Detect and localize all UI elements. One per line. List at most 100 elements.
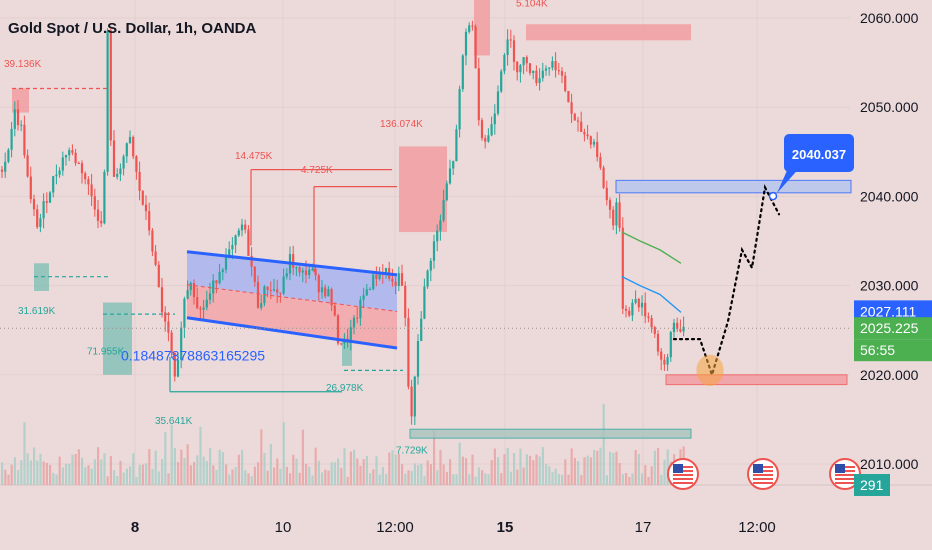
volume-bar: [391, 450, 394, 485]
volume-bar: [218, 449, 221, 485]
candle: [183, 298, 186, 328]
volume-bar: [529, 455, 532, 485]
candle: [464, 31, 468, 56]
volume-bar: [381, 467, 384, 485]
volume-bar: [282, 422, 285, 485]
candle: [336, 315, 340, 344]
volume-bar: [87, 465, 90, 485]
chart-title: Gold Spot / U.S. Dollar, 1h, OANDA: [8, 20, 257, 37]
us-flag-icon: [829, 458, 861, 490]
volume-bar: [71, 454, 74, 485]
candle: [586, 134, 589, 137]
candle: [589, 136, 592, 145]
volume-bar: [481, 470, 484, 485]
volume-label: 35.641K: [155, 416, 193, 427]
candle: [544, 68, 548, 71]
candle: [10, 128, 13, 150]
candle: [116, 174, 119, 177]
candle: [602, 167, 605, 188]
candle: [68, 150, 71, 156]
candle: [160, 287, 164, 313]
candle: [496, 91, 500, 114]
x-tick-label: 8: [131, 519, 139, 536]
volume-bar: [289, 473, 292, 485]
volume-bar: [545, 463, 548, 485]
volume-label: 31.619K: [18, 306, 56, 317]
candle: [471, 25, 474, 27]
candle: [493, 113, 496, 125]
volume-label: 5.104K: [516, 0, 548, 9]
candle: [13, 109, 16, 129]
candle: [669, 332, 672, 358]
volume-bar: [193, 461, 196, 485]
volume-bar: [327, 470, 330, 485]
candle: [362, 295, 365, 300]
volume-bar: [455, 474, 458, 485]
candle: [16, 109, 20, 126]
candle: [349, 327, 352, 342]
volume-bar: [100, 459, 103, 485]
candle: [52, 176, 55, 193]
volume-bars: [1, 403, 685, 485]
candle: [119, 168, 122, 175]
candle: [260, 303, 263, 308]
volume-bar: [253, 466, 256, 485]
volume-bar: [465, 457, 468, 485]
volume-bar: [378, 474, 381, 485]
volume-bar: [657, 447, 660, 485]
candle: [445, 183, 448, 201]
x-tick-label: 15: [497, 519, 514, 536]
volume-bar: [215, 470, 218, 485]
candle: [368, 289, 372, 291]
volume-bar: [487, 474, 490, 485]
volume-bar: [17, 469, 20, 485]
candle: [189, 283, 192, 291]
volume-bar: [644, 465, 647, 485]
candle: [551, 61, 554, 68]
candle: [557, 70, 560, 72]
candle: [112, 140, 116, 177]
volume-bar: [49, 464, 52, 485]
volume-bar: [583, 457, 586, 485]
candle: [324, 287, 327, 297]
candle: [55, 174, 58, 177]
channel-lower-line: [186, 316, 398, 350]
candle: [532, 70, 535, 74]
volume-bar: [39, 453, 42, 485]
volume-bar: [257, 462, 260, 485]
target-circle: [696, 354, 724, 386]
candle: [653, 327, 656, 334]
volume-bar: [4, 469, 7, 485]
candle: [20, 124, 23, 126]
y-tick-label: 2030.000: [860, 278, 919, 294]
candle: [205, 299, 208, 308]
zone-supply: [399, 146, 447, 233]
volume-bar: [311, 475, 314, 485]
volume-bar: [340, 467, 343, 485]
candle: [573, 113, 576, 121]
candle: [87, 179, 90, 185]
volume-bar: [1, 462, 4, 485]
volume-bar: [324, 469, 327, 485]
candle: [77, 163, 80, 165]
volume-bar: [426, 460, 429, 485]
volume-bar: [298, 472, 301, 485]
candle: [64, 155, 68, 158]
volume-bar: [26, 453, 29, 485]
volume-bar: [589, 457, 592, 485]
volume-bar: [625, 472, 628, 485]
volume-bar: [445, 471, 448, 485]
volume-bar: [279, 468, 282, 485]
volume-bar: [628, 476, 631, 485]
candle: [634, 298, 637, 303]
volume-bar: [61, 467, 64, 485]
volume-label: 26.978K: [326, 383, 364, 394]
candle: [167, 321, 170, 333]
volume-label: 7.729K: [396, 445, 428, 456]
volume-bar: [605, 475, 608, 485]
channel-upper-line: [186, 250, 398, 277]
volume-bar: [33, 447, 36, 485]
volume-bar: [561, 474, 564, 485]
volume-bar: [84, 467, 87, 485]
